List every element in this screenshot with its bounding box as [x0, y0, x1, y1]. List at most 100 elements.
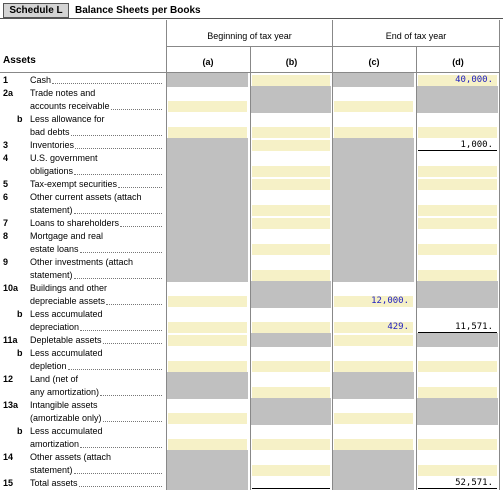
line-number: b	[17, 426, 23, 436]
shaded-cell	[333, 476, 414, 490]
input-field[interactable]	[168, 439, 247, 450]
input-field[interactable]	[252, 205, 330, 216]
input-field[interactable]	[418, 244, 497, 255]
input-field[interactable]: 40,000.	[418, 75, 497, 86]
line-item: 15 Total assets	[0, 477, 164, 490]
shaded-cell	[417, 398, 498, 425]
input-field[interactable]	[168, 296, 247, 307]
shaded-cell	[417, 281, 498, 308]
input-field[interactable]	[168, 101, 247, 112]
dot-leader	[52, 74, 162, 84]
input-field[interactable]	[252, 465, 330, 476]
rule	[0, 18, 503, 19]
column-letter: (b)	[285, 57, 298, 67]
input-field[interactable]	[168, 361, 247, 372]
input-field[interactable]	[252, 166, 330, 177]
shaded-cell	[167, 177, 248, 191]
input-field[interactable]	[252, 244, 330, 255]
shaded-cell	[167, 372, 248, 399]
dot-leader	[75, 139, 162, 149]
input-field[interactable]	[252, 387, 330, 398]
shaded-cell	[333, 138, 414, 152]
label-text: Total assets	[30, 478, 78, 488]
computed-value: 1,000.	[418, 140, 497, 151]
shaded-cell	[167, 151, 248, 178]
line-item: 2a Trade notes and accounts receivable	[0, 87, 164, 113]
column-letter: (d)	[452, 57, 464, 67]
input-field[interactable]	[252, 75, 330, 86]
label-text: estate loans	[30, 244, 79, 254]
label-line: accounts receivable	[30, 100, 162, 113]
line-number: 5	[3, 179, 9, 189]
label-line: statement)	[30, 269, 162, 282]
shaded-cell	[333, 372, 414, 399]
input-field[interactable]	[334, 335, 413, 346]
column-divider	[416, 46, 417, 490]
shaded-cell	[333, 190, 414, 217]
label-line: Intangible assets	[30, 399, 162, 412]
input-field[interactable]	[418, 166, 497, 177]
input-field[interactable]	[252, 140, 330, 151]
input-field[interactable]	[418, 439, 497, 450]
line-number: b	[17, 114, 23, 124]
shaded-cell	[167, 138, 248, 152]
input-field[interactable]	[334, 413, 413, 424]
label-text: depletion	[30, 361, 67, 371]
input-field[interactable]	[252, 270, 330, 281]
input-field[interactable]	[418, 218, 497, 229]
label-line: Trade notes and	[30, 87, 162, 100]
input-field[interactable]	[418, 205, 497, 216]
line-number: 14	[3, 452, 14, 462]
input-field[interactable]	[334, 439, 413, 450]
line-item: 12 Land (net of any amortization)	[0, 373, 164, 399]
label-line: Buildings and other	[30, 282, 162, 295]
label-line: depreciable assets	[30, 295, 162, 308]
label-line: statement)	[30, 204, 162, 217]
label-line: Less accumulated	[30, 425, 162, 438]
input-field[interactable]	[252, 361, 330, 372]
input-field[interactable]	[418, 387, 497, 398]
input-field[interactable]	[252, 127, 330, 138]
input-field[interactable]: 429.	[334, 322, 413, 333]
input-field[interactable]	[252, 439, 330, 450]
line-number: 7	[3, 218, 9, 228]
input-field[interactable]	[418, 270, 497, 281]
shaded-cell	[167, 216, 248, 230]
line-number: 3	[3, 140, 9, 150]
schedule-badge: Schedule L	[3, 3, 69, 18]
input-field[interactable]	[168, 335, 247, 346]
input-field[interactable]	[168, 127, 247, 138]
label-line: Land (net of	[30, 373, 162, 386]
line-item: 6 Other current assets (attach statement)	[0, 191, 164, 217]
input-field[interactable]	[252, 218, 330, 229]
section-header: Assets	[3, 55, 36, 66]
line-number: 2a	[3, 88, 14, 98]
input-field[interactable]	[168, 322, 247, 333]
input-field[interactable]	[418, 179, 497, 190]
dot-leader	[118, 178, 162, 188]
label-text: any amortization)	[30, 387, 100, 397]
line-item: b Less accumulated depreciation	[0, 308, 164, 334]
label-line: Total assets	[30, 477, 162, 490]
line-item: 4 U.S. government obligations	[0, 152, 164, 178]
column-group-header: End of tax year	[385, 31, 447, 41]
label-line: (amortizable only)	[30, 412, 162, 425]
input-field[interactable]	[334, 101, 413, 112]
line-number: b	[17, 309, 23, 319]
input-field[interactable]	[418, 127, 497, 138]
input-field[interactable]	[252, 322, 330, 333]
input-field[interactable]: 12,000.	[334, 296, 413, 307]
input-field[interactable]	[418, 361, 497, 372]
line-number: b	[17, 348, 23, 358]
computed-value: 52,571.	[418, 478, 497, 489]
input-field[interactable]	[252, 179, 330, 190]
line-number: 13a	[3, 400, 19, 410]
label-text: Mortgage and real	[30, 231, 104, 241]
label-line: Mortgage and real	[30, 230, 162, 243]
line-item: 7 Loans to shareholders	[0, 217, 164, 230]
dot-leader	[100, 386, 162, 396]
input-field[interactable]	[334, 361, 413, 372]
input-field[interactable]	[418, 465, 497, 476]
input-field[interactable]	[334, 127, 413, 138]
input-field[interactable]	[168, 413, 247, 424]
